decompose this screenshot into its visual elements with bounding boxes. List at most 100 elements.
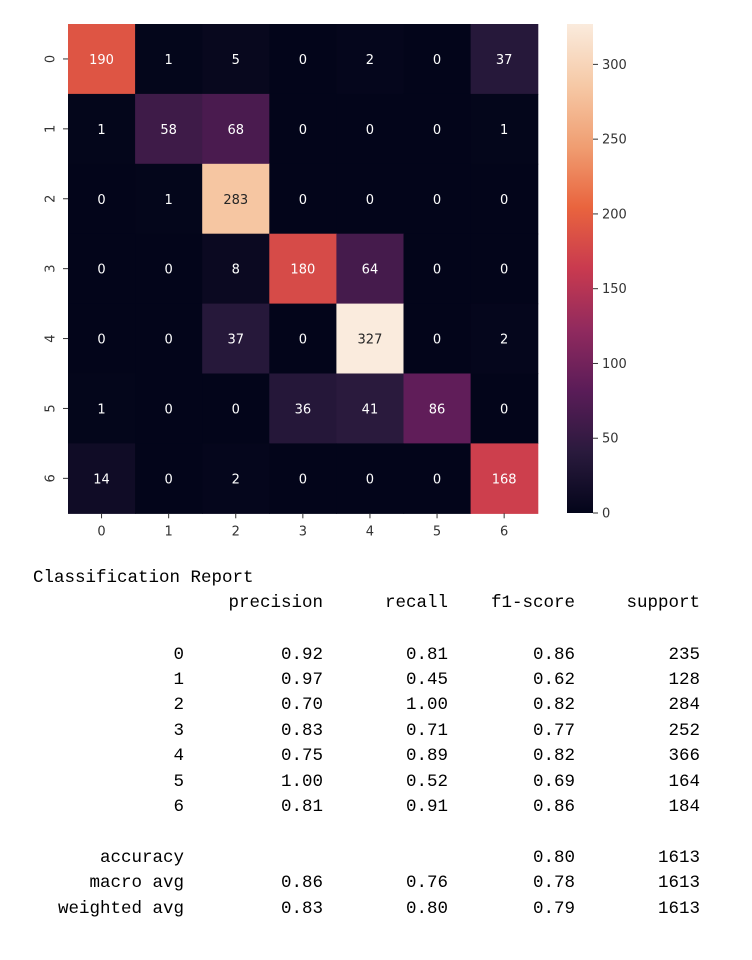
cell-value-label-r1-c1: 58 (160, 123, 177, 138)
cell-value-label-r4-c6: 2 (500, 333, 508, 348)
cell-value-label-r0-c0: 190 (89, 53, 114, 68)
cell-value-label-r4-c0: 0 (97, 333, 105, 348)
report-summary-accuracy-label: accuracy (100, 848, 184, 868)
report-summary-accuracy-support: 1613 (658, 848, 700, 868)
cell-value-label-r1-c0: 1 (97, 123, 105, 138)
cell-value-label-r3-c6: 0 (500, 263, 508, 278)
report-title: Classification Report (33, 568, 254, 588)
report-row-class-5-label: 5 (173, 772, 184, 792)
report-row-class-2-f1-score: 0.82 (533, 695, 575, 715)
header-support: support (626, 593, 700, 613)
report-row-class-2-recall: 1.00 (406, 695, 448, 715)
cell-value-label-r0-c6: 37 (496, 53, 513, 68)
cell-value-label-r6-c6: 168 (492, 472, 517, 487)
report-row-class-0-precision: 0.92 (281, 645, 323, 665)
x-tick-label-5: 5 (433, 524, 441, 539)
cell-value-label-r0-c3: 0 (299, 53, 307, 68)
report-summary-macro-avg-precision: 0.86 (281, 873, 323, 893)
cell-value-label-r3-c4: 64 (362, 263, 379, 278)
cell-value-label-r6-c3: 0 (299, 472, 307, 487)
report-row-class-2-support: 284 (668, 695, 700, 715)
colorbar-tick-label-1: 50 (602, 432, 619, 447)
header-precision: precision (228, 593, 323, 613)
cell-value-label-r6-c5: 0 (433, 472, 441, 487)
report-row-class-0-recall: 0.81 (406, 645, 448, 665)
report-row-class-3-f1-score: 0.77 (533, 721, 575, 741)
cell-value-label-r5-c2: 0 (232, 402, 240, 417)
cell-value-label-r4-c3: 0 (299, 333, 307, 348)
x-tick-label-0: 0 (97, 524, 105, 539)
x-tick-label-1: 1 (165, 524, 173, 539)
report-summary-weighted-avg-precision: 0.83 (281, 899, 323, 919)
report-row-class-0-support: 235 (668, 645, 700, 665)
report-row-class-3-label: 3 (173, 721, 184, 741)
cell-value-label-r4-c4: 327 (358, 333, 383, 348)
report-row-class-5-f1-score: 0.69 (533, 772, 575, 792)
y-tick-label-2: 2 (44, 195, 59, 203)
report-summary-weighted-avg-label: weighted avg (58, 899, 184, 919)
cell-value-label-r2-c0: 0 (97, 193, 105, 208)
colorbar-tick-label-5: 250 (602, 133, 627, 148)
x-tick-label-2: 2 (232, 524, 240, 539)
report-row-class-1-f1-score: 0.62 (533, 670, 575, 690)
cell-value-label-r4-c2: 37 (227, 333, 244, 348)
y-tick-label-1: 1 (44, 125, 59, 133)
report-summary-macro-avg-recall: 0.76 (406, 873, 448, 893)
cell-value-label-r2-c5: 0 (433, 193, 441, 208)
cell-value-label-r2-c1: 1 (165, 193, 173, 208)
cell-value-label-r6-c4: 0 (366, 472, 374, 487)
colorbar-tick-label-4: 200 (602, 207, 627, 222)
header-f1-score: f1-score (491, 593, 575, 613)
report-summary-accuracy-f1-score: 0.80 (533, 848, 575, 868)
report-row-class-4-precision: 0.75 (281, 746, 323, 766)
y-tick-label-4: 4 (44, 334, 59, 342)
cell-value-label-r6-c1: 0 (165, 472, 173, 487)
report-row-class-3-support: 252 (668, 721, 700, 741)
colorbar: 050100150200250300 (567, 24, 627, 522)
cell-value-label-r5-c1: 0 (165, 402, 173, 417)
cell-value-label-r0-c2: 5 (232, 53, 240, 68)
report-row-class-4-recall: 0.89 (406, 746, 448, 766)
report-row-class-4-f1-score: 0.82 (533, 746, 575, 766)
report-row-class-1-precision: 0.97 (281, 670, 323, 690)
report-row-class-0-label: 0 (173, 645, 184, 665)
report-summary-weighted-avg-f1-score: 0.79 (533, 899, 575, 919)
y-tick-label-6: 6 (44, 474, 59, 482)
cell-value-label-r3-c5: 0 (433, 263, 441, 278)
cell-value-label-r5-c6: 0 (500, 402, 508, 417)
cell-value-label-r2-c6: 0 (500, 193, 508, 208)
cell-value-label-r5-c5: 86 (429, 402, 446, 417)
report-row-class-6-label: 6 (173, 797, 184, 817)
report-row-class-1-support: 128 (668, 670, 700, 690)
x-tick-label-6: 6 (500, 524, 508, 539)
y-tick-label-3: 3 (44, 265, 59, 273)
confusion-matrix-figure: 190 1 5 0 2 0 371 58 68 0 0 0 10 1 283 0 0 0 00 0 8 180 64 0 00 0… (0, 0, 752, 545)
report-row-class-2-precision: 0.70 (281, 695, 323, 715)
cell-value-label-r2-c3: 0 (299, 193, 307, 208)
y-tick-label-5: 5 (44, 404, 59, 412)
x-tick-label-3: 3 (299, 524, 307, 539)
report-row-class-3-recall: 0.71 (406, 721, 448, 741)
report-summary-weighted-avg-support: 1613 (658, 899, 700, 919)
report-summary-macro-avg-label: macro avg (89, 873, 184, 893)
cell-value-label-r2-c4: 0 (366, 193, 374, 208)
report-row-class-1-label: 1 (173, 670, 184, 690)
report-row-class-1-recall: 0.45 (406, 670, 448, 690)
colorbar-tick-label-0: 0 (602, 507, 610, 522)
report-row-class-2-label: 2 (173, 695, 184, 715)
report-row-class-5-recall: 0.52 (406, 772, 448, 792)
report-row-class-4-label: 4 (173, 746, 184, 766)
colorbar-tick-label-2: 100 (602, 357, 627, 372)
header-recall: recall (385, 593, 448, 613)
cell-value-label-r0-c4: 2 (366, 53, 374, 68)
report-row-class-4-support: 366 (668, 746, 700, 766)
cell-value-label-r3-c1: 0 (165, 263, 173, 278)
cell-value-label-r5-c3: 36 (295, 402, 312, 417)
report-row-class-3-precision: 0.83 (281, 721, 323, 741)
cell-value-label-r0-c1: 1 (165, 53, 173, 68)
report-summary-weighted-avg-recall: 0.80 (406, 899, 448, 919)
x-tick-label-4: 4 (366, 524, 374, 539)
report-row-class-6-precision: 0.81 (281, 797, 323, 817)
colorbar-bar (567, 24, 593, 513)
cell-value-label-r6-c0: 14 (93, 472, 110, 487)
